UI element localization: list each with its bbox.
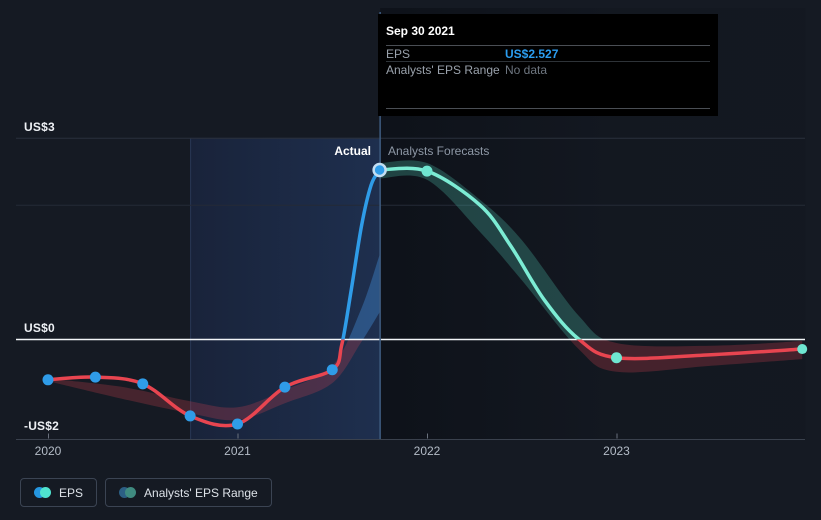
x-axis-label: 2023 [603,444,630,458]
x-axis-label: 2022 [413,444,441,458]
eps-data-point[interactable] [42,374,54,386]
tooltip-row-eps: EPS US$2.527 [386,46,710,62]
eps-forecast-line-positive [377,166,582,340]
tooltip-spacer [386,78,710,109]
tooltip-range-label: Analysts' EPS Range [386,63,500,77]
chart-legend: EPS Analysts' EPS Range [20,478,272,507]
eps-legend-icon [34,487,51,498]
forecast-data-point[interactable] [797,344,808,355]
eps-forecast-line-negative [576,339,804,361]
past-range-band-negative [48,339,363,421]
forecast-data-point[interactable] [421,165,433,177]
past-range-band-positive [348,254,380,340]
actual-region-label: Actual [334,144,371,158]
eps-data-point[interactable] [89,371,101,383]
x-axis-label: 2020 [34,444,62,458]
forecast-range-band-positive [379,160,605,340]
x-axis-label: 2021 [224,444,251,458]
tooltip-eps-value: US$2.527 [505,46,559,61]
forecast-data-point[interactable] [611,352,622,364]
eps-data-point[interactable] [279,381,291,393]
legend-eps-label: EPS [59,485,84,500]
tooltip-date: Sep 30 2021 [386,21,710,46]
eps-data-point[interactable] [232,418,243,430]
tooltip-row-range: Analysts' EPS Range No data [386,62,710,78]
eps-data-point[interactable] [137,378,149,390]
tooltip-eps-label: EPS [386,46,411,61]
tooltip-range-value: No data [505,63,548,77]
eps-data-point[interactable] [326,364,338,376]
legend-item-analysts-eps-range[interactable]: Analysts' EPS Range [105,478,272,507]
legend-item-eps[interactable]: EPS [20,478,98,507]
y-axis-label: US$3 [24,120,55,135]
y-axis-label: -US$2 [24,419,60,433]
legend-range-label: Analysts' EPS Range [144,485,258,500]
eps-hovered-point[interactable] [372,162,387,178]
y-axis-label: US$0 [24,321,55,335]
chart-tooltip: Sep 30 2021 EPS US$2.527 Analysts' EPS R… [378,14,718,116]
forecast-region-label: Analysts Forecasts [388,144,490,158]
eps-data-point[interactable] [184,410,196,422]
analysts-range-legend-icon [119,487,137,498]
eps-actual-line-positive [341,168,382,340]
